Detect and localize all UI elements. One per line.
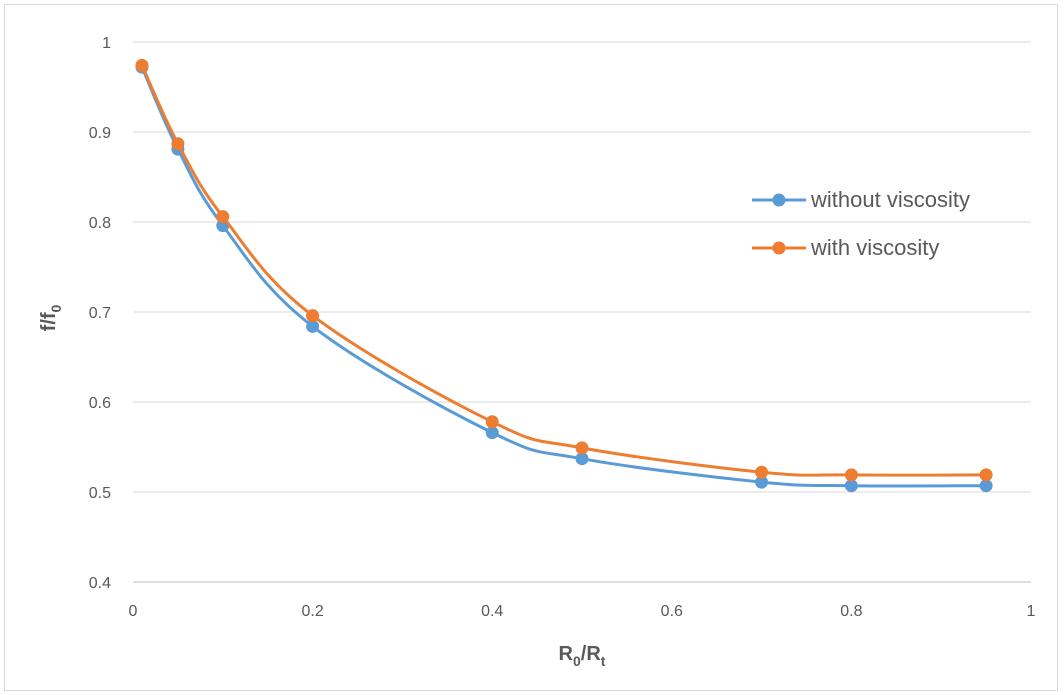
data-point (844, 468, 858, 482)
y-tick-label: 0.8 (89, 215, 111, 232)
data-point (485, 426, 499, 440)
series-line (140, 64, 987, 477)
data-point (755, 465, 769, 479)
y-tick-label: 0.9 (89, 125, 111, 142)
legend-label: with viscosity (810, 235, 939, 260)
x-axis-title: R0/Rt (559, 643, 606, 669)
data-point (216, 210, 230, 224)
x-tick-label: 0 (129, 603, 138, 620)
x-tick-label: 1 (1027, 603, 1036, 620)
series-without-viscosity (135, 60, 993, 493)
gridlines (133, 41, 1031, 493)
x-tick-label: 0.6 (661, 603, 683, 620)
legend: without viscosity with viscosity (752, 187, 970, 260)
legend-entry: with viscosity (752, 235, 939, 260)
data-point (485, 415, 499, 429)
data-point (575, 452, 589, 466)
data-point (306, 319, 320, 333)
y-tick-label: 0.4 (89, 575, 111, 592)
data-point (979, 468, 993, 482)
y-tick-label: 0.6 (89, 395, 111, 412)
data-point (575, 441, 589, 455)
x-tick-label: 0.2 (301, 603, 323, 620)
y-tick-label: 0.5 (89, 485, 111, 502)
data-point (171, 137, 185, 151)
y-tick-label: 0.7 (89, 305, 111, 322)
legend-marker (772, 241, 786, 255)
data-point (755, 475, 769, 489)
series-with-viscosity (135, 58, 993, 482)
legend-entry: without viscosity (752, 187, 970, 212)
chart-frame (4, 4, 1058, 691)
legend-marker (772, 193, 786, 207)
x-tick-label: 0.4 (481, 603, 503, 620)
series-group (135, 58, 993, 493)
legend-label: without viscosity (810, 187, 970, 212)
x-tick-label: 0.8 (840, 603, 862, 620)
data-point (135, 58, 149, 72)
axes: 0.4 0.5 0.6 0.7 0.8 0.9 1 0 0.2 0.4 0.6 0.8 1 (89, 35, 1036, 620)
data-point (979, 479, 993, 493)
data-point (306, 309, 320, 323)
y-tick-label: 1 (102, 35, 111, 52)
y-axis-title: f/f0 (38, 304, 64, 331)
data-point (844, 479, 858, 493)
